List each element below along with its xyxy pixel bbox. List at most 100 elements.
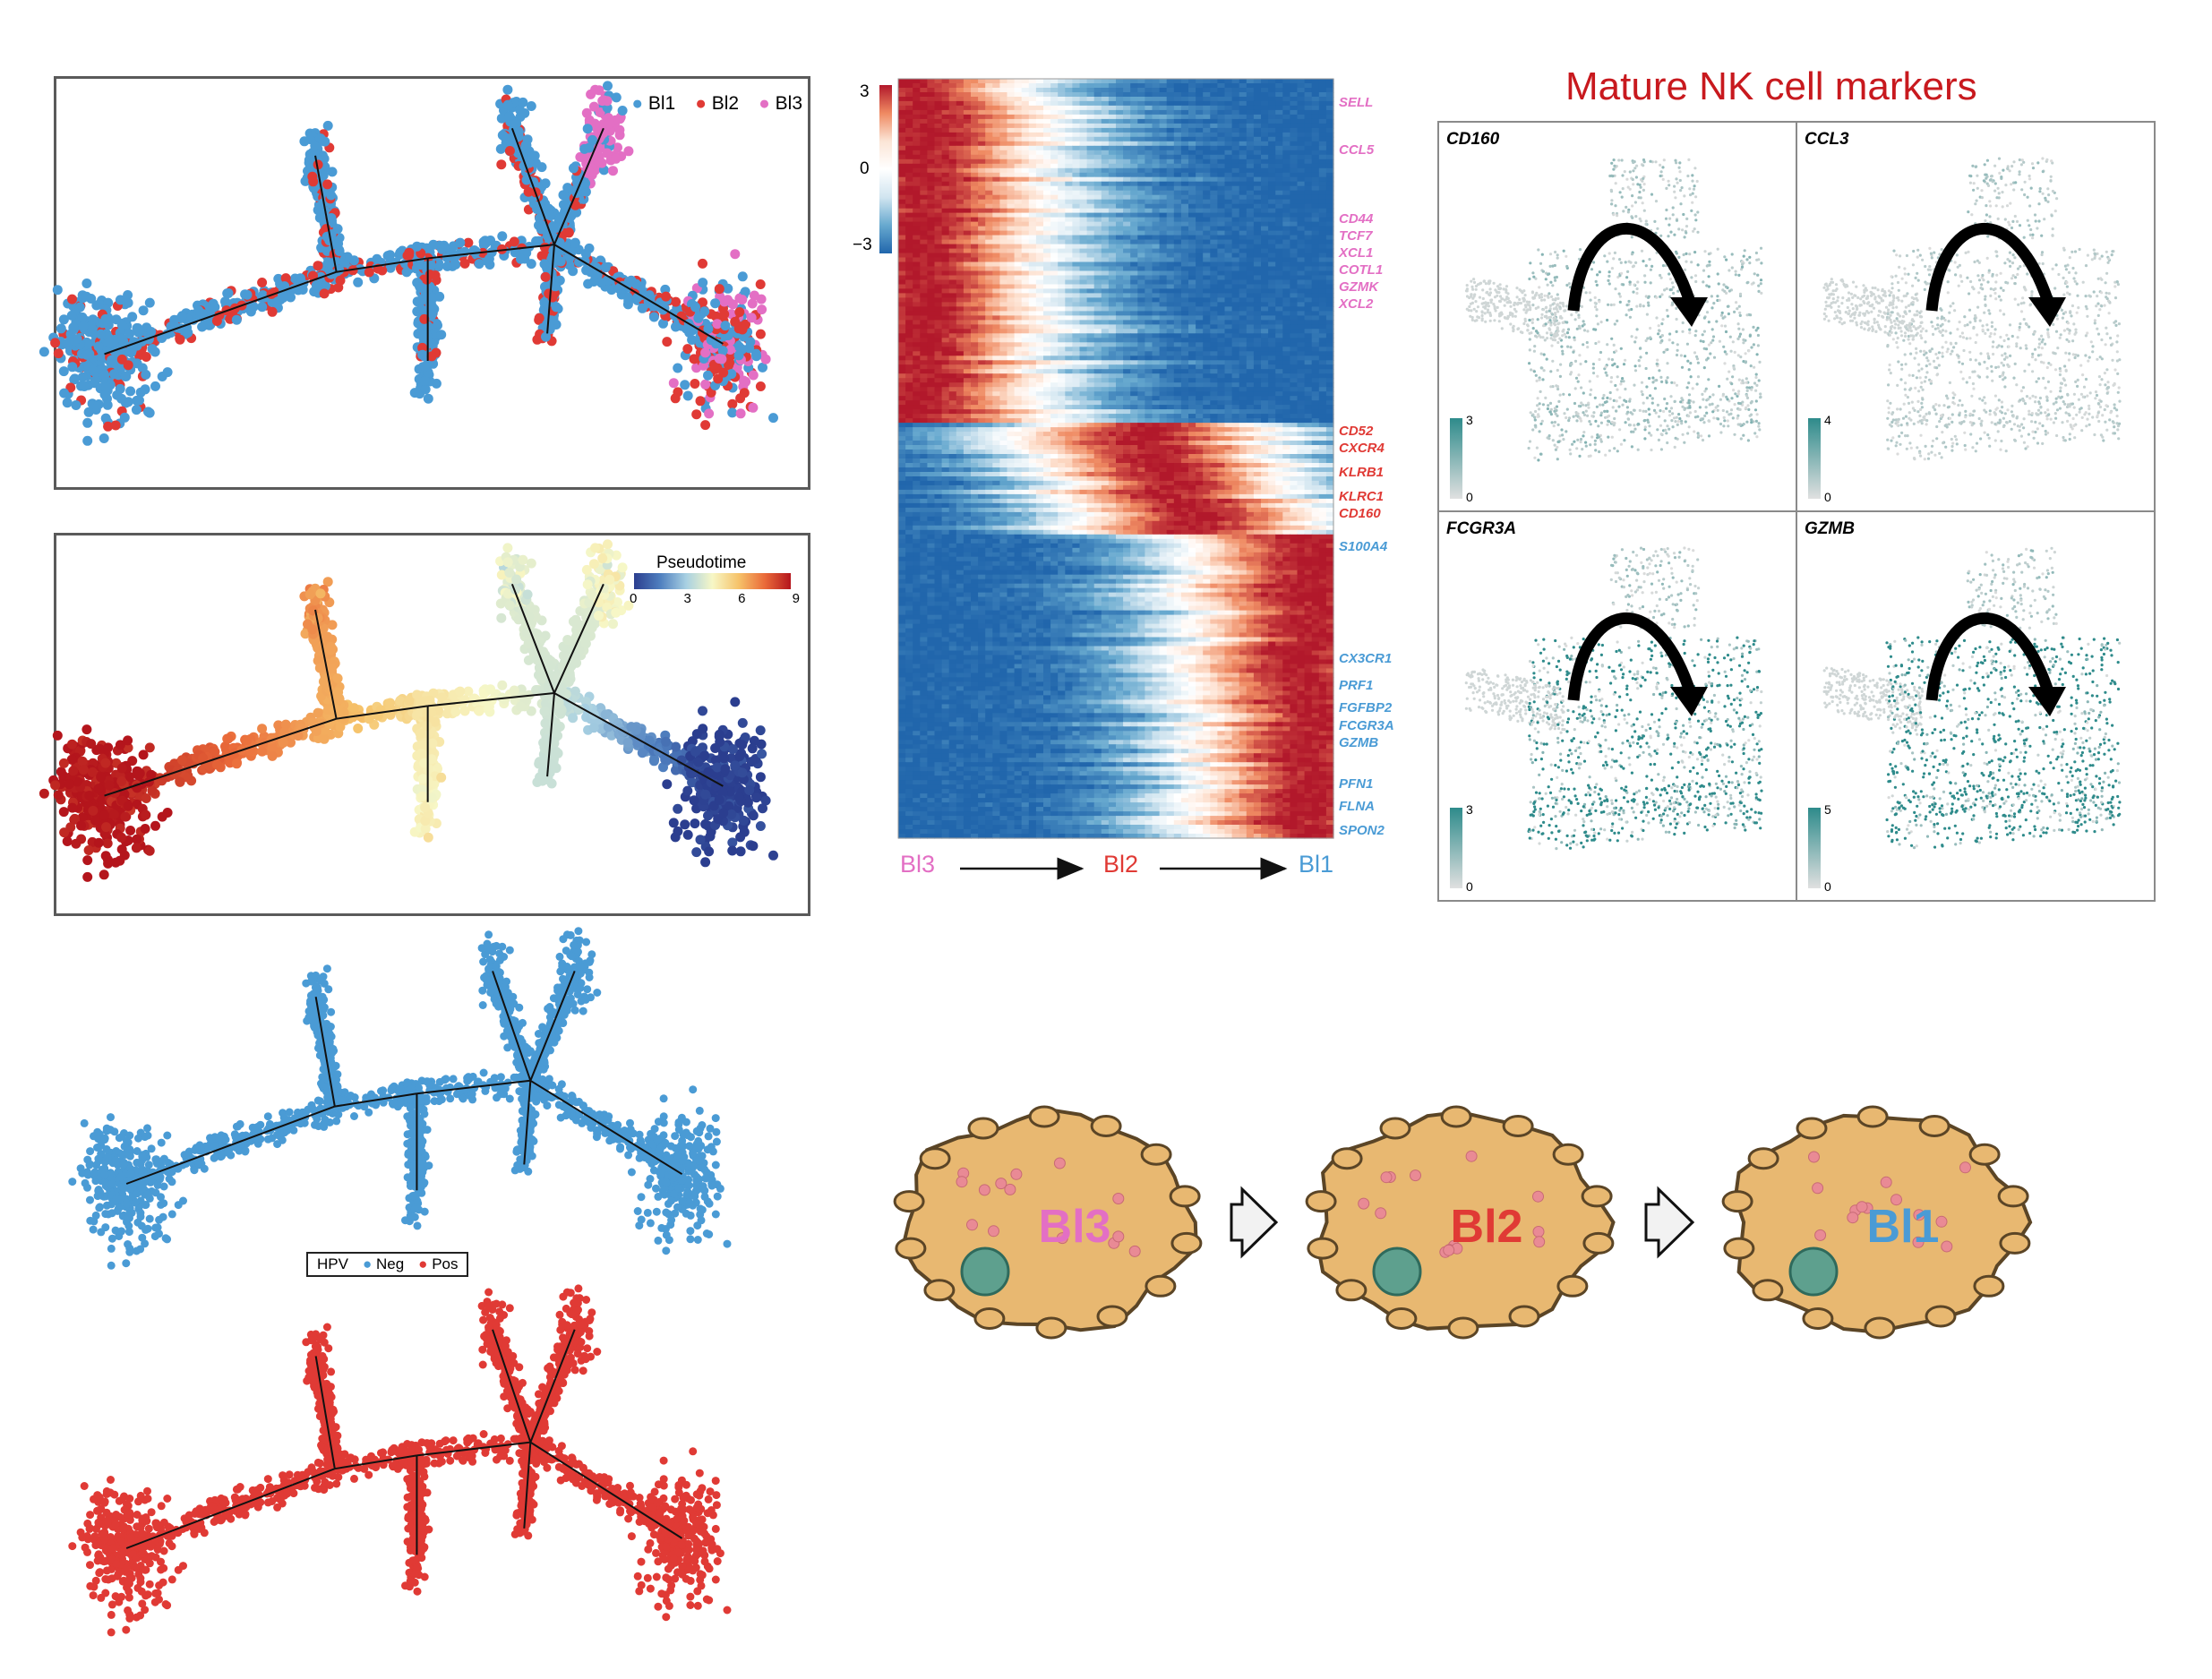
cell-point <box>751 792 762 803</box>
cell-point <box>726 309 737 320</box>
cell-point <box>748 841 759 852</box>
cell-point <box>442 699 452 710</box>
cell-point <box>321 1115 330 1124</box>
cell-point <box>322 1019 331 1028</box>
cell-point <box>526 558 536 569</box>
cell-point <box>563 227 574 238</box>
cell-point <box>700 420 711 431</box>
cell-point <box>450 259 461 270</box>
cell-point <box>304 589 315 600</box>
cell-point <box>727 299 738 310</box>
cell-point <box>313 707 323 718</box>
cell-point <box>334 246 345 256</box>
cell-point <box>120 811 131 822</box>
cell-point <box>364 267 374 278</box>
cell-point <box>415 728 425 739</box>
cell-point <box>204 317 215 328</box>
cell-point <box>109 369 119 380</box>
cell-point <box>427 293 438 304</box>
cell-point <box>581 564 592 575</box>
cell-point <box>428 239 439 250</box>
cell-point <box>719 753 730 764</box>
cell-point <box>710 311 721 321</box>
cell-point <box>635 1130 644 1139</box>
cell-point <box>426 310 437 321</box>
cell-point <box>698 278 708 288</box>
cell-point <box>326 663 337 673</box>
cell-point <box>242 735 253 745</box>
cell-point <box>347 1092 356 1100</box>
cell-point <box>712 319 723 330</box>
cell-point <box>86 739 97 750</box>
cell-point <box>59 388 70 398</box>
cell-point <box>315 133 326 144</box>
cell-point <box>67 294 77 304</box>
cell-point <box>58 314 69 325</box>
cell-point <box>568 1092 577 1100</box>
cell-point <box>99 810 110 820</box>
cell-point <box>364 714 374 724</box>
cell-point <box>116 393 127 404</box>
cell-point <box>86 294 97 304</box>
cell-point <box>323 1092 332 1101</box>
cell-point <box>317 1079 325 1088</box>
cell-point <box>314 663 325 673</box>
cell-point <box>314 1043 323 1052</box>
cell-point <box>153 1180 162 1189</box>
cell-point <box>93 399 104 409</box>
cell-point <box>587 590 597 601</box>
cell-point <box>99 869 109 880</box>
cell-point <box>417 330 428 341</box>
cell-point <box>87 324 98 334</box>
cell-point <box>579 1101 587 1110</box>
trajectory-edge <box>553 692 724 787</box>
cell-point <box>68 322 79 333</box>
cell-point <box>755 725 766 736</box>
cell-point <box>704 846 715 857</box>
cell-point <box>644 290 655 301</box>
cell-point <box>522 589 533 600</box>
cell-point <box>497 244 507 254</box>
cell-point <box>689 354 699 364</box>
cell-point <box>77 756 88 767</box>
cell-point <box>437 244 447 254</box>
cell-point <box>626 275 637 286</box>
cell-point <box>93 341 104 352</box>
cell-point <box>125 826 136 835</box>
cell-point <box>704 408 715 419</box>
cell-point <box>223 288 234 298</box>
cell-point <box>134 768 145 779</box>
cell-point <box>718 808 729 818</box>
cell-point <box>668 818 679 828</box>
cell-point <box>588 101 599 112</box>
cell-point <box>737 324 748 335</box>
cell-point <box>689 795 699 806</box>
cell-point <box>436 772 447 783</box>
cell-point <box>326 1051 335 1060</box>
cell-point <box>147 344 158 355</box>
cell-point <box>700 789 711 800</box>
cell-point <box>416 295 427 305</box>
cell-point <box>737 295 748 305</box>
cell-point <box>223 733 234 744</box>
cell-point <box>426 261 437 270</box>
cell-point <box>703 810 713 821</box>
cell-point <box>748 402 759 413</box>
cell-point <box>746 757 757 767</box>
cell-point <box>427 738 438 749</box>
cell-point <box>714 354 724 364</box>
cell-point <box>327 1007 336 1016</box>
cell-point <box>53 348 64 359</box>
cell-point <box>523 186 534 197</box>
cell-point <box>554 686 565 697</box>
cell-point <box>562 1105 571 1113</box>
cell-point <box>426 351 437 362</box>
cell-point <box>662 779 673 790</box>
cell-point <box>102 399 113 410</box>
cell-point <box>746 313 757 323</box>
cell-point <box>210 1142 219 1151</box>
cell-point <box>682 344 693 355</box>
cell-point <box>272 1130 281 1139</box>
cell-point <box>304 134 315 144</box>
cell-point <box>426 792 437 803</box>
